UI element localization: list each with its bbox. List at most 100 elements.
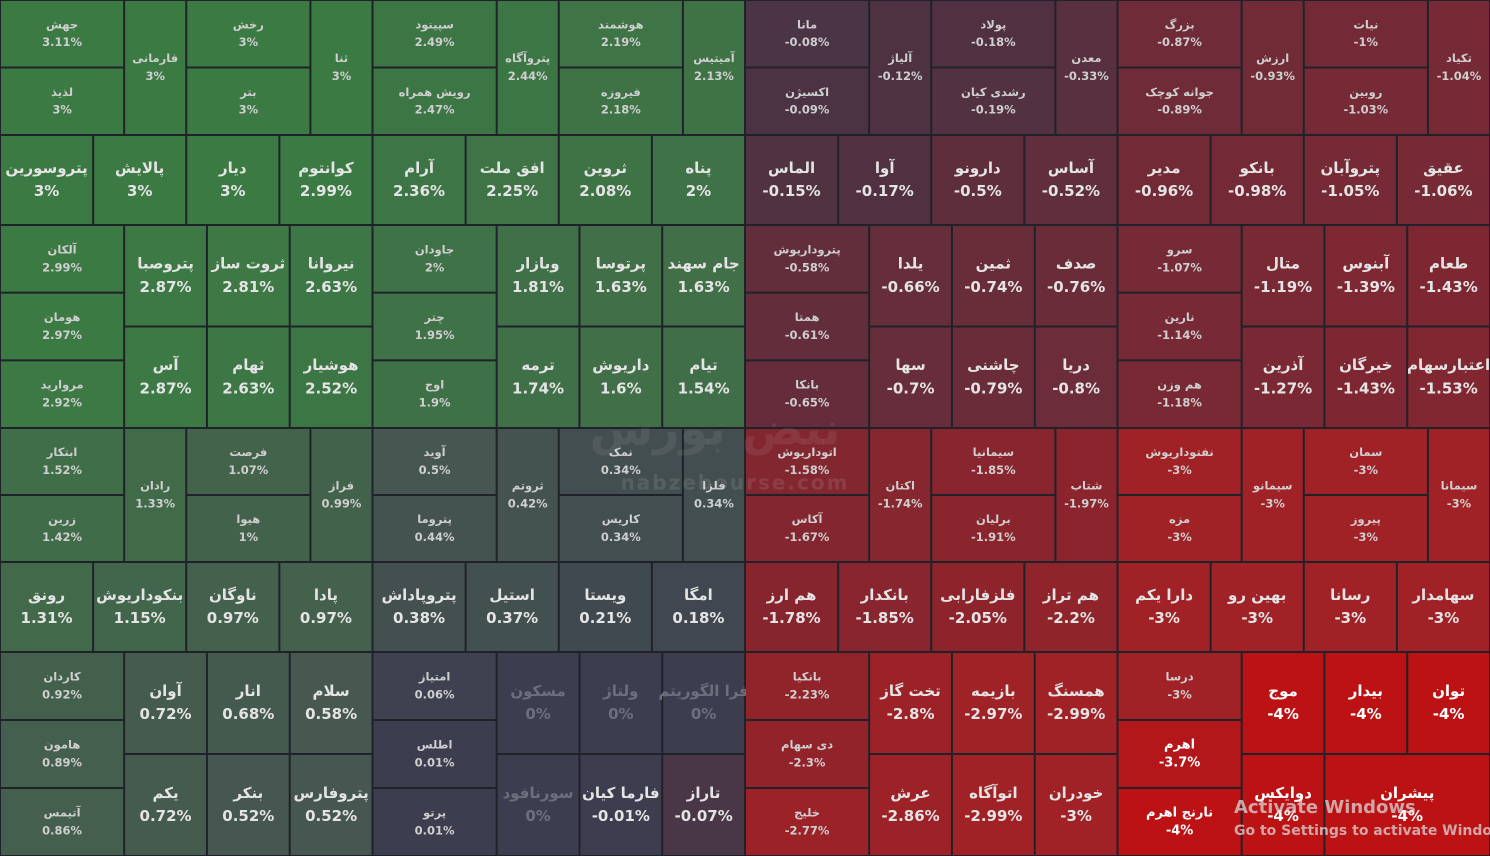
cell-value: 0.44% — [415, 530, 455, 544]
cell-name: آس — [153, 356, 180, 374]
cell-name: جوانه کوچک — [1145, 85, 1214, 100]
cell-name: بانکا — [795, 378, 819, 392]
cell: برلیان -1.91% — [932, 496, 1055, 561]
cell: نیات -1% — [1304, 1, 1427, 67]
cell-name: ولتاژ — [602, 682, 638, 700]
cell: بنکر 0.52% — [207, 755, 289, 855]
cell-name: افق ملت — [480, 159, 545, 177]
cell: درسا -3% — [1118, 653, 1241, 719]
cell-rect — [497, 653, 579, 753]
cell-name: خودران — [1049, 784, 1104, 802]
cell-rect — [1397, 563, 1489, 651]
cell: نفتوداریوش -3% — [1118, 429, 1241, 494]
cell: دوایکس -4% — [1242, 755, 1324, 855]
cell: پرتوسا 1.63% — [580, 226, 662, 326]
cell-name: نیات — [1353, 17, 1378, 31]
cell-value: -0.07% — [674, 807, 732, 825]
cell: هوشیار 2.52% — [290, 327, 372, 427]
cell-value: -1% — [1354, 35, 1379, 49]
cell-value: -1.67% — [785, 530, 830, 544]
cell-name: دارونو — [954, 159, 1001, 177]
cell: جاودان 2% — [373, 226, 496, 292]
cell-name: مانا — [797, 17, 817, 31]
cell: هامون 0.89% — [1, 721, 124, 787]
cell-rect — [373, 496, 496, 561]
cell: مرواريد 2.92% — [1, 361, 124, 427]
cell-rect — [373, 721, 496, 787]
cell-name: پادا — [314, 586, 338, 605]
cell: هیوا 1% — [187, 496, 310, 561]
cell-rect — [94, 563, 186, 651]
cell-name: بازیمه — [971, 682, 1016, 700]
cell-rect — [746, 68, 869, 134]
cell-name: موج — [1268, 682, 1298, 700]
cell-name: ثروین — [584, 159, 627, 177]
cell: ثروت ساز 2.81% — [207, 226, 289, 326]
cell: سلام 0.58% — [290, 653, 372, 753]
cell-rect — [125, 653, 206, 753]
cell: بزرگ -0.87% — [1118, 1, 1241, 67]
cell-value: 0.97% — [207, 609, 259, 627]
cell-name: رخش — [233, 17, 264, 31]
cell-value: -0.96% — [1135, 182, 1193, 200]
cell-value: -1.06% — [1414, 182, 1472, 200]
cell-value: 3% — [220, 182, 245, 200]
cell: ابتکار 1.52% — [1, 429, 124, 494]
cell-rect — [497, 1, 558, 134]
cell: داریوش 1.6% — [580, 327, 662, 427]
cell-value: 2% — [686, 182, 711, 200]
cell-name: سرو — [1166, 242, 1193, 257]
cell-rect — [839, 563, 931, 651]
cell-name: ثروتم — [512, 479, 544, 494]
cell-rect — [280, 136, 372, 224]
cell-name: هامون — [44, 738, 80, 753]
cell-name: پرتوسا — [596, 255, 646, 274]
cell-rect — [373, 429, 496, 494]
cell-rect — [187, 68, 310, 134]
cell-value: -0.08% — [785, 35, 830, 49]
cell-name: آوان — [149, 682, 182, 700]
cell-name: مزه — [1169, 512, 1190, 526]
cell: زرین 1.42% — [1, 496, 124, 561]
cell-rect — [870, 653, 951, 753]
cell-name: سلام — [313, 682, 350, 700]
cell-name: اتوآگاه — [969, 784, 1018, 802]
cell-rect — [497, 755, 579, 855]
cell-rect — [373, 293, 496, 360]
cell-value: -2.77% — [785, 823, 830, 837]
cell-name: بهین رو — [1227, 586, 1286, 604]
cell-rect — [580, 755, 662, 855]
cell-value: -1.58% — [785, 463, 830, 477]
cell-name: رسانا — [1330, 586, 1370, 604]
cell: صدف -0.76% — [1035, 226, 1117, 326]
cell-rect — [1, 136, 93, 224]
cell: ثنا 3% — [311, 1, 372, 134]
cell-rect — [466, 136, 558, 224]
cell-value: 0.52% — [305, 807, 357, 825]
cell-rect — [1242, 226, 1324, 326]
cell-name: امتیاز — [418, 670, 450, 684]
cell-value: 2.63% — [305, 278, 357, 296]
cell-rect — [373, 226, 496, 292]
cell: بانکو -0.98% — [1211, 136, 1303, 224]
cell-value: -4% — [1350, 705, 1382, 723]
cell-name: آکاس — [792, 512, 824, 526]
cell-value: 1.95% — [415, 328, 455, 342]
cell: سمان -3% — [1304, 429, 1427, 494]
cell-rect — [559, 496, 682, 561]
cell-rect — [373, 789, 496, 855]
cell-value: 2.49% — [415, 35, 455, 49]
cell: پرتو 0.01% — [373, 789, 496, 855]
cell-rect — [290, 327, 372, 427]
cell-rect — [1025, 136, 1117, 224]
cell-value: -3% — [1334, 609, 1366, 627]
cell-value: 0.86% — [42, 823, 82, 837]
cell-name: سیمانا — [1441, 479, 1478, 493]
cell-name: رونق — [28, 586, 65, 604]
cell-value: 1.31% — [21, 609, 73, 627]
cell-rect — [1304, 136, 1396, 224]
cell-name: هوشمند — [598, 17, 644, 32]
cell-name: درسا — [1166, 670, 1194, 684]
cell-rect — [1118, 429, 1241, 494]
cell-rect — [1304, 563, 1396, 651]
